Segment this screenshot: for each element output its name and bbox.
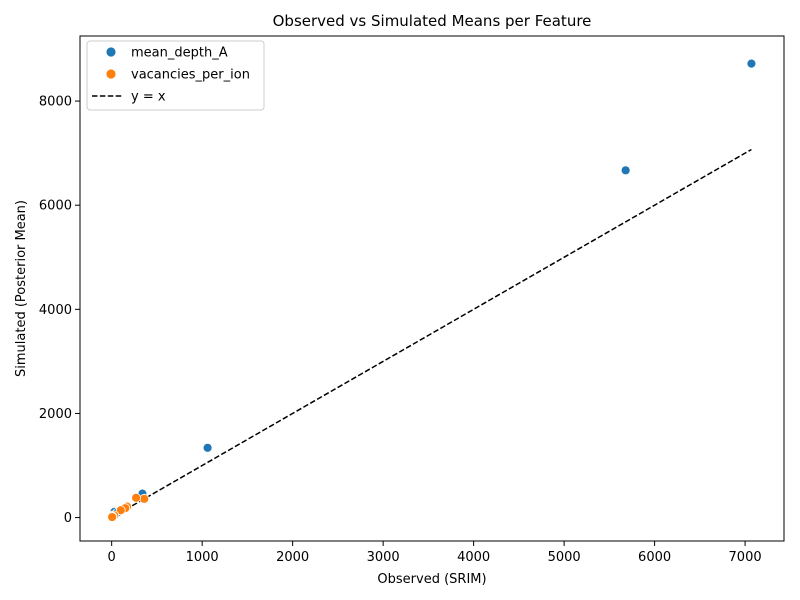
legend-label-y-equals-x: y = x [131, 90, 166, 105]
reference-line-y-equals-x [111, 148, 752, 519]
chart-title: Observed vs Simulated Means per Feature [273, 12, 592, 30]
x-tick-label: 5000 [548, 550, 581, 565]
y-tick-label: 2000 [39, 407, 72, 422]
point-vacancies-per-ion [107, 512, 118, 522]
point-mean-depth-a [620, 165, 631, 176]
legend-marker-vacancies-per-ion [105, 68, 117, 80]
legend-label-vacancies-per-ion: vacancies_per_ion [131, 68, 250, 83]
x-axis: 0 1000 2000 3000 4000 5000 6000 7000 [108, 541, 762, 565]
point-vacancies-per-ion [139, 493, 150, 504]
legend-marker-mean-depth-a [105, 46, 117, 58]
point-mean-depth-a [746, 58, 757, 69]
y-axis: 0 2000 4000 6000 8000 [39, 95, 80, 526]
x-tick-label: 2000 [276, 550, 309, 565]
x-tick-label: 1000 [186, 550, 219, 565]
y-tick-label: 8000 [39, 95, 72, 110]
legend-box [86, 40, 265, 111]
x-tick-label: 3000 [367, 550, 400, 565]
x-tick-label: 0 [108, 550, 116, 565]
legend-label-mean-depth-a: mean_depth_A [131, 46, 228, 61]
x-tick-label: 4000 [457, 550, 490, 565]
y-axis-title: Simulated (Posterior Mean) [14, 200, 29, 377]
axes-frame [79, 35, 785, 542]
point-vacancies-per-ion [131, 492, 142, 503]
reference-line-layer [111, 148, 752, 519]
legend: mean_depth_A vacancies_per_ion y = x [86, 40, 265, 111]
y-tick-label: 0 [64, 511, 72, 526]
plot-area [79, 35, 785, 542]
x-axis-title: Observed (SRIM) [377, 572, 486, 587]
points-layer [107, 58, 757, 522]
point-mean-depth-a [202, 442, 213, 453]
y-tick-label: 6000 [39, 199, 72, 214]
y-tick-label: 4000 [39, 303, 72, 318]
point-vacancies-per-ion [115, 505, 126, 516]
x-tick-label: 6000 [638, 550, 671, 565]
x-tick-label: 7000 [729, 550, 762, 565]
